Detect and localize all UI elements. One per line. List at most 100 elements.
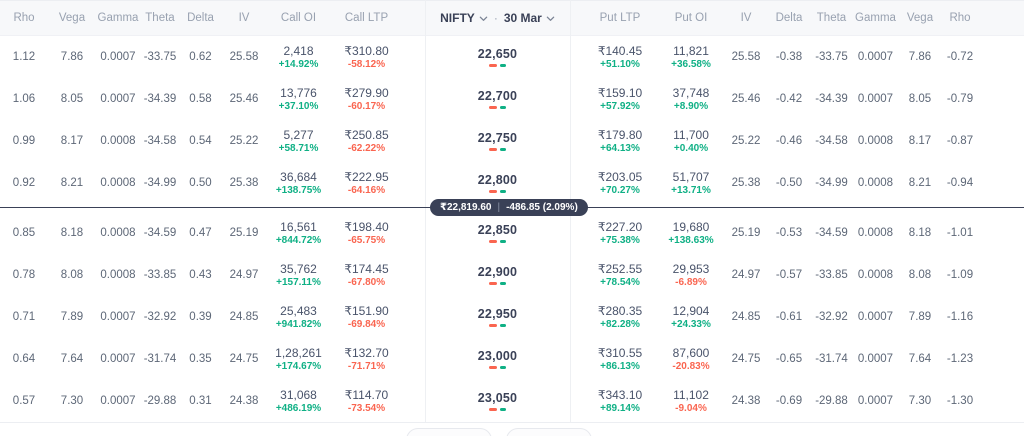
- put-ltp-cell[interactable]: ₹179.80 +64.13%: [582, 120, 658, 162]
- bottom-left-button[interactable]: [406, 428, 492, 436]
- call-oi-change: +486.19%: [275, 402, 322, 414]
- strike-cell: 22,700: [478, 89, 517, 109]
- strike-cell: 22,800: [478, 173, 517, 193]
- call-vega: 8.17: [60, 135, 84, 147]
- put-delta: -0.42: [775, 93, 803, 105]
- call-delta: 0.39: [189, 311, 212, 323]
- put-oi-cell[interactable]: 11,102 -9.04%: [658, 380, 724, 422]
- expiry-label: 30 Mar: [503, 11, 542, 25]
- option-row[interactable]: 0.92 8.21 0.0008 -34.99 0.50 25.38 36,68…: [0, 162, 1024, 204]
- call-oi-cell[interactable]: 2,418 +14.92%: [267, 36, 330, 78]
- call-oi-cell[interactable]: 25,483 +941.82%: [267, 296, 330, 338]
- put-ltp-cell[interactable]: ₹203.05 +70.27%: [582, 162, 658, 204]
- put-theta: -34.58: [815, 135, 848, 147]
- put-iv: 24.97: [731, 269, 761, 281]
- put-iv: 25.58: [731, 51, 761, 63]
- put-ltp-cell[interactable]: ₹343.10 +89.14%: [582, 380, 658, 422]
- put-theta: -34.59: [815, 227, 848, 239]
- put-oi-change: -20.83%: [672, 360, 710, 372]
- call-ltp-cell[interactable]: ₹198.40 -65.75%: [330, 212, 403, 254]
- put-gamma: 0.0007: [857, 353, 894, 365]
- call-vega: 8.08: [60, 269, 84, 281]
- call-oi-cell[interactable]: 36,684 +138.75%: [267, 162, 330, 204]
- put-oi-change: +138.63%: [668, 234, 714, 246]
- option-row[interactable]: 0.99 8.17 0.0008 -34.58 0.54 25.22 5,277…: [0, 120, 1024, 162]
- put-ltp-change: +70.27%: [600, 184, 640, 196]
- call-oi-cell[interactable]: 13,776 +37.10%: [267, 78, 330, 120]
- col-header-put-iv: IV: [740, 12, 752, 24]
- put-oi-bar: [500, 282, 506, 285]
- call-gamma: 0.0007: [100, 51, 136, 63]
- call-ltp-cell[interactable]: ₹310.80 -58.12%: [330, 36, 403, 78]
- put-ltp-cell[interactable]: ₹140.45 +51.10%: [582, 36, 658, 78]
- put-oi-change: +0.40%: [673, 142, 709, 154]
- call-ltp-cell[interactable]: ₹250.85 -62.22%: [330, 120, 403, 162]
- put-delta: -0.65: [775, 353, 803, 365]
- put-oi-cell[interactable]: 29,953 -6.89%: [658, 254, 724, 296]
- put-theta: -33.85: [815, 269, 848, 281]
- col-header-put-vega: Vega: [906, 12, 934, 24]
- call-delta: 0.62: [189, 51, 212, 63]
- put-oi-cell[interactable]: 12,904 +24.33%: [658, 296, 724, 338]
- put-delta: -0.61: [775, 311, 803, 323]
- call-theta: -34.39: [143, 93, 177, 105]
- put-iv: 25.22: [731, 135, 761, 147]
- call-oi-cell[interactable]: 1,28,261 +174.67%: [267, 338, 330, 380]
- call-oi-cell[interactable]: 31,068 +486.19%: [267, 380, 330, 422]
- call-oi-cell[interactable]: 35,762 +157.11%: [267, 254, 330, 296]
- call-oi-cell[interactable]: 5,277 +58.71%: [267, 120, 330, 162]
- call-ltp-change: -73.54%: [347, 402, 386, 414]
- symbol-select[interactable]: NIFTY: [440, 11, 488, 25]
- option-row[interactable]: 1.06 8.05 0.0007 -34.39 0.58 25.46 13,77…: [0, 78, 1024, 120]
- strike-cell: 22,900: [478, 265, 517, 285]
- option-row[interactable]: 0.57 7.30 0.0007 -29.88 0.31 24.38 31,06…: [0, 380, 1024, 422]
- put-theta: -34.99: [815, 177, 848, 189]
- call-gamma: 0.0008: [100, 177, 136, 189]
- call-ltp-cell[interactable]: ₹279.90 -60.17%: [330, 78, 403, 120]
- put-oi-cell[interactable]: 37,748 +8.90%: [658, 78, 724, 120]
- call-delta: 0.50: [189, 177, 212, 189]
- put-oi-cell[interactable]: 11,821 +36.58%: [658, 36, 724, 78]
- strike-cell: 22,950: [478, 307, 517, 327]
- put-oi-cell[interactable]: 51,707 +13.71%: [658, 162, 724, 204]
- option-row[interactable]: 0.71 7.89 0.0007 -32.92 0.39 24.85 25,48…: [0, 296, 1024, 338]
- call-iv: 25.58: [229, 51, 259, 63]
- put-oi-cell[interactable]: 19,680 +138.63%: [658, 212, 724, 254]
- put-oi-cell[interactable]: 87,600 -20.83%: [658, 338, 724, 380]
- put-vega: 8.18: [908, 227, 932, 239]
- call-ltp-cell[interactable]: ₹151.90 -69.84%: [330, 296, 403, 338]
- put-ltp-cell[interactable]: ₹227.20 +75.38%: [582, 212, 658, 254]
- put-ltp-change: +82.28%: [600, 318, 640, 330]
- call-oi-bar: [489, 240, 497, 243]
- put-ltp-cell[interactable]: ₹310.55 +86.13%: [582, 338, 658, 380]
- call-ltp-cell[interactable]: ₹174.45 -67.80%: [330, 254, 403, 296]
- call-ltp-cell[interactable]: ₹132.70 -71.71%: [330, 338, 403, 380]
- call-ltp-cell[interactable]: ₹222.95 -64.16%: [330, 162, 403, 204]
- call-ltp-cell[interactable]: ₹114.70 -73.54%: [330, 380, 403, 422]
- call-oi-cell[interactable]: 16,561 +844.72%: [267, 212, 330, 254]
- put-oi-bar: [500, 240, 506, 243]
- put-vega: 8.08: [908, 269, 932, 281]
- put-ltp-value: ₹280.35: [597, 303, 643, 318]
- option-row[interactable]: 1.12 7.86 0.0007 -33.75 0.62 25.58 2,418…: [0, 36, 1024, 78]
- call-ltp-value: ₹174.45: [344, 261, 389, 276]
- put-oi-cell[interactable]: 11,700 +0.40%: [658, 120, 724, 162]
- put-ltp-cell[interactable]: ₹252.55 +78.54%: [582, 254, 658, 296]
- option-row[interactable]: 0.78 8.08 0.0008 -33.85 0.43 24.97 35,76…: [0, 254, 1024, 296]
- expiry-select[interactable]: 30 Mar: [504, 11, 555, 25]
- put-oi-value: 11,102: [673, 387, 709, 402]
- strike-cell: 23,000: [478, 349, 517, 369]
- option-row[interactable]: 0.85 8.18 0.0008 -34.59 0.47 25.19 16,56…: [0, 212, 1024, 254]
- put-ltp-cell[interactable]: ₹280.35 +82.28%: [582, 296, 658, 338]
- put-vega: 8.21: [908, 177, 932, 189]
- put-rho: -1.09: [946, 269, 974, 281]
- call-delta: 0.43: [189, 269, 212, 281]
- option-row[interactable]: 0.64 7.64 0.0007 -31.74 0.35 24.75 1,28,…: [0, 338, 1024, 380]
- put-ltp-cell[interactable]: ₹159.10 +57.92%: [582, 78, 658, 120]
- call-vega: 7.86: [60, 51, 84, 63]
- call-vega: 7.64: [60, 353, 84, 365]
- call-ltp-value: ₹151.90: [344, 303, 389, 318]
- bottom-right-button[interactable]: [506, 428, 592, 436]
- put-oi-value: 12,904: [672, 303, 710, 318]
- col-header-call-iv: IV: [238, 12, 250, 24]
